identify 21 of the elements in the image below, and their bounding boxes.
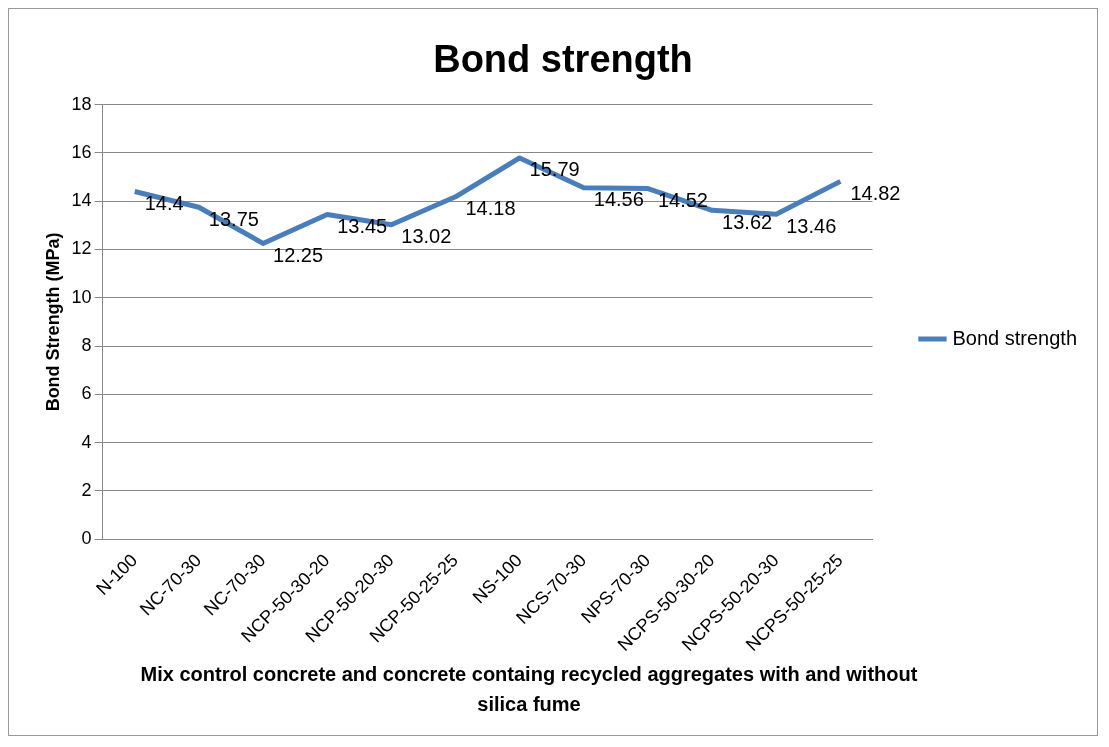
y-tick-label: 2 bbox=[81, 479, 92, 500]
data-label: 13.46 bbox=[786, 214, 837, 237]
y-tick-label: 16 bbox=[71, 141, 92, 162]
y-tick-label: 18 bbox=[71, 93, 92, 114]
data-label: 14.82 bbox=[850, 181, 901, 204]
y-tick-label: 8 bbox=[81, 335, 92, 355]
y-tick-label: 6 bbox=[81, 383, 92, 404]
legend-label: Bond strength bbox=[952, 326, 1077, 349]
x-axis-title: Mix control concrete and concrete containg recycled aggregates with and without silica fume bbox=[139, 662, 919, 717]
y-tick-label: 14 bbox=[71, 190, 92, 211]
data-label: 14.18 bbox=[465, 197, 516, 220]
y-tick-label: 10 bbox=[71, 286, 92, 307]
y-tick-label: 12 bbox=[71, 238, 92, 259]
data-label: 14.56 bbox=[593, 188, 644, 211]
data-label: 13.62 bbox=[722, 210, 773, 233]
y-tick-label: 0 bbox=[81, 528, 92, 549]
data-label: 13.02 bbox=[401, 225, 452, 248]
y-tick-label: 4 bbox=[81, 431, 92, 452]
data-label: 12.25 bbox=[273, 243, 324, 266]
chart-title: Bond strength bbox=[433, 38, 693, 81]
y-axis-title: Bond Strength (MPa) bbox=[42, 232, 63, 412]
